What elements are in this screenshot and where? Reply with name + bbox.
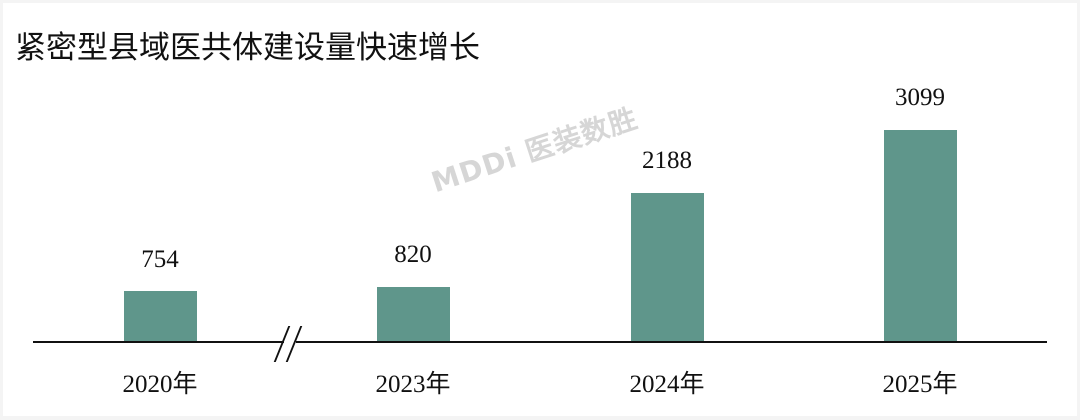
category-label-2023: 2023年 [375,371,451,398]
bar-2024 [631,193,704,341]
bar-2023 [377,287,450,341]
value-label-2025: 3099 [895,84,945,111]
value-label-2024: 2188 [642,147,692,174]
x-axis-left-segment [33,341,284,343]
category-label-2024: 2024年 [629,371,705,398]
bar-2020 [124,291,197,341]
category-label-2025: 2025年 [882,371,958,398]
category-label-2020: 2020年 [122,371,198,398]
value-label-2020: 754 [141,246,179,273]
x-axis-right-segment [296,341,1047,343]
bar-2025 [884,130,957,341]
chart-title: 紧密型县域医共体建设量快速增长 [15,30,480,66]
value-label-2023: 820 [394,241,432,268]
